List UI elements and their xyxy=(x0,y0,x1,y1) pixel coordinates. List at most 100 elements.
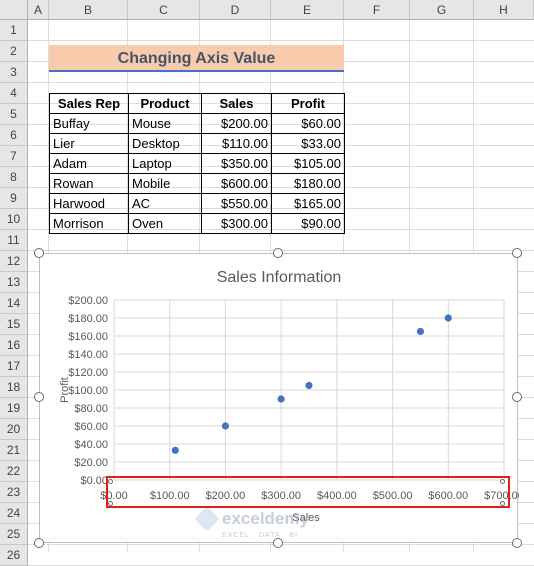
chart-canvas: $0.00 $20.00 $40.00 $60.00 $80.00 $100.00 $120… xyxy=(59,269,524,539)
chart-resize-handle[interactable] xyxy=(273,248,283,258)
sales-rep-cell[interactable]: Rowan xyxy=(49,173,129,194)
chart-resize-handle[interactable] xyxy=(512,538,522,548)
row-header-20[interactable]: 20 xyxy=(0,419,28,440)
profit-cell[interactable]: $105.00 xyxy=(271,153,345,174)
x-tick-label: $500.00 xyxy=(373,490,413,502)
row-header-16[interactable]: 16 xyxy=(0,335,28,356)
y-tick-label: $140.00 xyxy=(68,349,108,361)
product-cell[interactable]: Laptop xyxy=(128,153,202,174)
row-header-12[interactable]: 12 xyxy=(0,251,28,272)
sales-table: Sales Rep Product Sales Profit Buffay Mou… xyxy=(49,93,345,234)
chart-resize-handle[interactable] xyxy=(34,392,44,402)
x-axis-title: Sales xyxy=(292,512,320,524)
y-tick-label: $200.00 xyxy=(68,295,108,307)
column-header-e[interactable]: E xyxy=(271,0,344,20)
chart-resize-handle[interactable] xyxy=(512,392,522,402)
header-sales-rep[interactable]: Sales Rep xyxy=(49,93,129,114)
table-row: Buffay Mouse $200.00 $60.00 xyxy=(49,113,345,134)
sales-cell[interactable]: $110.00 xyxy=(201,133,272,154)
x-tick-label: $700.00 xyxy=(484,490,519,502)
product-cell[interactable]: Mobile xyxy=(128,173,202,194)
row-header-6[interactable]: 6 xyxy=(0,125,28,146)
chart-title: Sales Information xyxy=(217,269,342,286)
profit-cell[interactable]: $90.00 xyxy=(271,213,345,234)
row-header-19[interactable]: 19 xyxy=(0,398,28,419)
column-header-c[interactable]: C xyxy=(128,0,200,20)
row-header-9[interactable]: 9 xyxy=(0,188,28,209)
axis-resize-handle[interactable] xyxy=(107,500,113,506)
product-cell[interactable]: Oven xyxy=(128,213,202,234)
header-product[interactable]: Product xyxy=(128,93,202,114)
row-header-8[interactable]: 8 xyxy=(0,167,28,188)
data-point xyxy=(416,327,425,336)
row-header-26[interactable]: 26 xyxy=(0,545,28,566)
gridline-row xyxy=(28,40,534,41)
row-header-3[interactable]: 3 xyxy=(0,62,28,83)
product-cell[interactable]: Desktop xyxy=(128,133,202,154)
y-axis-title: Profit xyxy=(59,377,71,403)
row-header-7[interactable]: 7 xyxy=(0,146,28,167)
row-header-15[interactable]: 15 xyxy=(0,314,28,335)
gridline-row xyxy=(28,82,534,83)
column-header-b[interactable]: B xyxy=(49,0,128,20)
y-tick-label: $20.00 xyxy=(74,457,108,469)
sales-cell[interactable]: $550.00 xyxy=(201,193,272,214)
axis-resize-handle[interactable] xyxy=(499,478,505,484)
row-header-18[interactable]: 18 xyxy=(0,377,28,398)
row-header-14[interactable]: 14 xyxy=(0,293,28,314)
table-row: Harwood AC $550.00 $165.00 xyxy=(49,193,345,214)
row-header-4[interactable]: 4 xyxy=(0,83,28,104)
sales-rep-cell[interactable]: Adam xyxy=(49,153,129,174)
sales-cell[interactable]: $350.00 xyxy=(201,153,272,174)
column-header-a[interactable]: A xyxy=(28,0,49,20)
column-header-g[interactable]: G xyxy=(410,0,474,20)
header-sales[interactable]: Sales xyxy=(201,93,272,114)
sales-cell[interactable]: $300.00 xyxy=(201,213,272,234)
row-header-10[interactable]: 10 xyxy=(0,209,28,230)
chart-resize-handle[interactable] xyxy=(34,248,44,258)
row-header-11[interactable]: 11 xyxy=(0,230,28,251)
chart-resize-handle[interactable] xyxy=(34,538,44,548)
column-header-d[interactable]: D xyxy=(200,0,271,20)
chart-resize-handle[interactable] xyxy=(273,538,283,548)
table-row: Morrison Oven $300.00 $90.00 xyxy=(49,213,345,234)
row-header-22[interactable]: 22 xyxy=(0,461,28,482)
column-header-f[interactable]: F xyxy=(344,0,410,20)
column-header-h[interactable]: H xyxy=(474,0,534,20)
sales-cell[interactable]: $200.00 xyxy=(201,113,272,134)
sales-cell[interactable]: $600.00 xyxy=(201,173,272,194)
data-point xyxy=(171,446,179,454)
y-tick-label: $120.00 xyxy=(68,367,108,379)
x-tick-label: $600.00 xyxy=(428,490,468,502)
y-tick-label: $0.00 xyxy=(80,475,108,487)
chart-resize-handle[interactable] xyxy=(512,248,522,258)
profit-cell[interactable]: $33.00 xyxy=(271,133,345,154)
row-header-2[interactable]: 2 xyxy=(0,41,28,62)
product-cell[interactable]: AC xyxy=(128,193,202,214)
axis-resize-handle[interactable] xyxy=(107,478,113,484)
row-header-21[interactable]: 21 xyxy=(0,440,28,461)
table-row: Lier Desktop $110.00 $33.00 xyxy=(49,133,345,154)
sales-rep-cell[interactable]: Morrison xyxy=(49,213,129,234)
axis-resize-handle[interactable] xyxy=(499,500,505,506)
profit-cell[interactable]: $180.00 xyxy=(271,173,345,194)
sales-rep-cell[interactable]: Lier xyxy=(49,133,129,154)
row-header-23[interactable]: 23 xyxy=(0,482,28,503)
row-header-17[interactable]: 17 xyxy=(0,356,28,377)
data-point xyxy=(277,395,285,403)
select-all-corner[interactable] xyxy=(0,0,28,20)
sales-rep-cell[interactable]: Harwood xyxy=(49,193,129,214)
header-profit[interactable]: Profit xyxy=(271,93,345,114)
profit-cell[interactable]: $60.00 xyxy=(271,113,345,134)
exceldemy-logo-icon xyxy=(195,507,219,531)
row-header-5[interactable]: 5 xyxy=(0,104,28,125)
row-header-1[interactable]: 1 xyxy=(0,20,28,41)
sheet-title[interactable]: Changing Axis Value xyxy=(49,45,344,72)
row-header-25[interactable]: 25 xyxy=(0,524,28,545)
sales-rep-cell[interactable]: Buffay xyxy=(49,113,129,134)
profit-cell[interactable]: $165.00 xyxy=(271,193,345,214)
scatter-chart[interactable]: $0.00 $20.00 $40.00 $60.00 $80.00 $100.00 $120… xyxy=(39,253,524,543)
row-header-24[interactable]: 24 xyxy=(0,503,28,524)
row-header-13[interactable]: 13 xyxy=(0,272,28,293)
product-cell[interactable]: Mouse xyxy=(128,113,202,134)
